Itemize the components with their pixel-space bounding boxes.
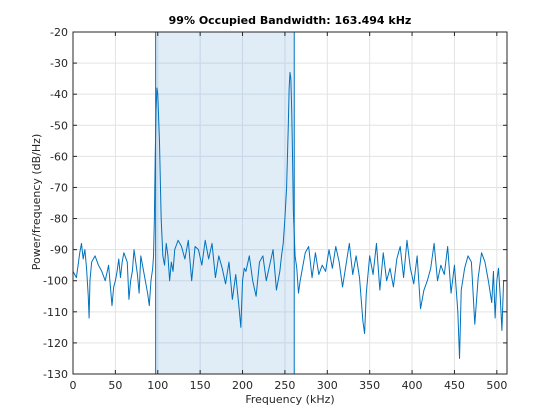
chart-title: 99% Occupied Bandwidth: 163.494 kHz [169,14,412,27]
axes-box [72,31,508,375]
x-tick-label: 450 [444,379,465,392]
occupied-band [155,31,295,375]
psd-line [72,71,506,359]
series-layer [72,71,506,359]
x-tick-label: 250 [274,379,295,392]
x-tick-label: 0 [70,379,77,392]
x-tick-label: 200 [232,379,253,392]
y-tick-label: -100 [43,275,68,288]
x-tick-label: 150 [190,379,211,392]
tick-labels: 0 50 100 150 200 250 300 350 400 450 500 -20 -30 -40 -… [43,26,507,392]
y-tick-label: -80 [50,213,68,226]
x-tick-label: 50 [108,379,122,392]
y-tick-label: -20 [50,26,68,39]
axes [72,31,508,375]
y-tick-label: -30 [50,57,68,70]
x-tick-label: 100 [147,379,168,392]
y-tick-label: -40 [50,88,68,101]
x-tick-label: 500 [486,379,507,392]
x-tick-label: 350 [359,379,380,392]
x-tick-label: 300 [317,379,338,392]
y-tick-label: -120 [43,337,68,350]
y-tick-label: -130 [43,368,68,381]
x-tick-label: 400 [402,379,423,392]
y-tick-label: -60 [50,150,68,163]
x-axis-label: Frequency (kHz) [245,393,334,406]
y-axis-label: Power/frequency (dB/Hz) [30,134,43,271]
y-tick-label: -90 [50,244,68,257]
y-tick-label: -110 [43,306,68,319]
y-tick-label: -50 [50,119,68,132]
occupied-band-fill [155,32,295,374]
y-tick-label: -70 [50,181,68,194]
